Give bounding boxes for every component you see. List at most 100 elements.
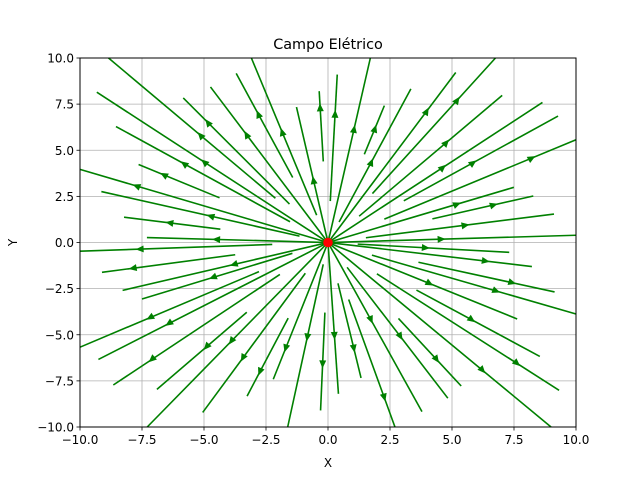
field-line — [79, 168, 325, 243]
field-arrow — [467, 160, 477, 168]
field-arrow — [135, 245, 144, 253]
field-arrow — [366, 158, 374, 168]
field-line — [376, 273, 560, 391]
field-arrow — [148, 354, 157, 363]
field-arrow — [437, 235, 446, 243]
y-tick-label: 7.5 — [55, 98, 74, 112]
field-arrow — [526, 156, 536, 164]
field-line — [337, 283, 362, 379]
field-line — [330, 101, 543, 242]
field-arrow — [283, 343, 291, 353]
field-line — [146, 244, 327, 428]
field-arrow — [421, 244, 430, 252]
field-line — [122, 242, 325, 292]
field-line — [286, 264, 325, 428]
field-line — [418, 261, 555, 293]
x-tick-label: 10.0 — [563, 433, 590, 447]
field-arrow — [304, 333, 312, 342]
field-line — [209, 86, 327, 241]
field-line — [397, 317, 462, 387]
x-tick-label: 5.0 — [442, 433, 461, 447]
field-line — [112, 273, 281, 386]
field-line — [403, 115, 559, 202]
field-arrow — [203, 341, 212, 350]
field-line — [329, 74, 339, 202]
field-line — [357, 243, 510, 254]
field-line — [330, 243, 518, 320]
field-line — [96, 91, 326, 242]
field-line — [331, 186, 515, 243]
field-arrow — [240, 352, 248, 362]
field-arrow — [349, 344, 357, 353]
field-arrow — [366, 314, 373, 324]
y-tick-label: −7.5 — [45, 374, 74, 388]
field-line — [347, 299, 396, 428]
field-arrow — [507, 278, 517, 285]
x-tick-label: −2.5 — [251, 433, 280, 447]
x-tick-label: −7.5 — [127, 433, 156, 447]
field-arrow — [205, 119, 213, 128]
field-arrow — [330, 331, 338, 340]
field-line — [371, 57, 497, 195]
field-line — [272, 244, 328, 380]
field-arrow — [461, 222, 470, 230]
field-line — [108, 57, 276, 199]
field-line — [246, 317, 289, 397]
field-arrow — [128, 264, 138, 272]
field-arrow — [370, 124, 378, 134]
field-arrow — [244, 130, 252, 140]
x-tick-label: 0.0 — [318, 433, 337, 447]
field-arrow — [491, 286, 501, 293]
field-line — [346, 266, 449, 399]
x-tick-label: −10.0 — [62, 433, 99, 447]
field-arrow — [208, 272, 218, 280]
y-tick-label: −5.0 — [45, 328, 74, 342]
field-arrow — [349, 124, 357, 134]
field-line — [318, 91, 325, 162]
field-line — [416, 289, 541, 358]
y-tick-label: 5.0 — [55, 144, 74, 158]
field-line — [329, 72, 457, 241]
field-arrow — [331, 109, 339, 118]
field-line — [295, 106, 329, 240]
field-line — [235, 73, 294, 178]
field-line — [328, 244, 423, 413]
field-line — [358, 94, 503, 217]
field-arrow — [160, 172, 169, 180]
field-line — [146, 236, 325, 244]
field-line — [141, 252, 293, 300]
field-arrow — [511, 358, 521, 367]
field-line — [79, 243, 273, 253]
field-arrow — [180, 161, 190, 169]
y-tick-label: 10.0 — [47, 52, 74, 66]
field-arrow — [229, 259, 239, 267]
y-axis-label: Y — [6, 238, 20, 247]
field-arrow — [310, 176, 318, 185]
stream-lines — [79, 57, 577, 428]
field-line — [115, 125, 291, 223]
axis-ticks: −10.0 −7.5 −5.0 −2.5 0.0 2.5 5.0 7.5 10.0 −10.0 −7… — [37, 52, 589, 448]
field-line — [156, 311, 248, 390]
y-tick-label: −2.5 — [45, 282, 74, 296]
field-arrow — [437, 164, 446, 173]
field-line — [327, 245, 340, 394]
field-line — [250, 57, 318, 216]
field-arrow — [319, 360, 327, 369]
field-line — [432, 195, 534, 220]
field-arrow — [452, 202, 461, 209]
field-line — [327, 57, 372, 240]
field-arrow — [466, 314, 476, 323]
field-line — [79, 270, 260, 348]
field-arrow — [424, 278, 434, 286]
field-arrow — [316, 103, 324, 112]
field-arrow — [201, 159, 210, 168]
field-line — [182, 97, 291, 205]
field-arrow — [212, 236, 221, 244]
field-line — [331, 242, 533, 268]
field-arrow — [165, 220, 174, 227]
field-arrow — [477, 365, 486, 374]
field-arrow — [481, 257, 490, 264]
y-tick-label: 0.0 — [55, 236, 74, 250]
field-arrow — [279, 128, 287, 137]
x-tick-label: 7.5 — [504, 433, 523, 447]
